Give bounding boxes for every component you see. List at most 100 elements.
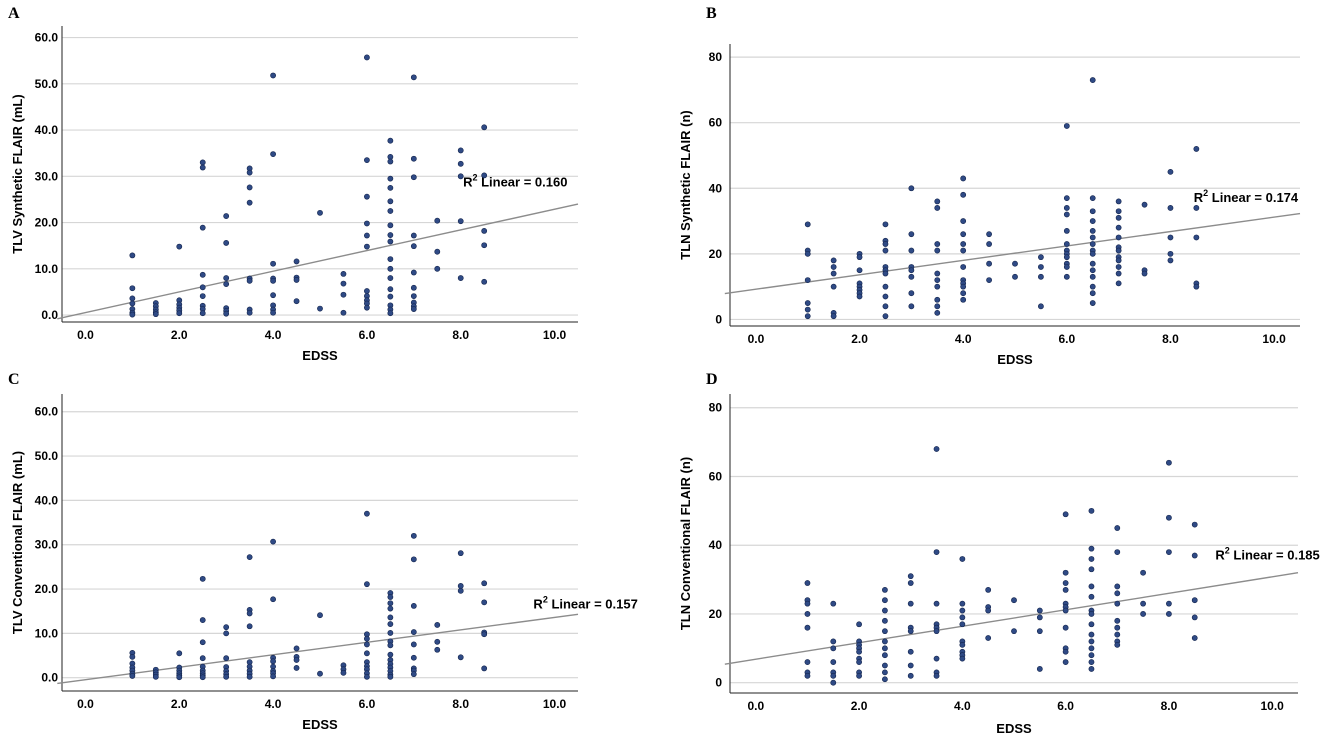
- data-point: [1191, 614, 1198, 621]
- data-point: [270, 72, 276, 79]
- data-point: [340, 270, 347, 277]
- y-tick-label: 80: [709, 50, 723, 64]
- panel-label: A: [8, 5, 20, 22]
- data-point: [481, 599, 488, 606]
- data-point: [960, 283, 967, 290]
- data-point: [129, 311, 136, 318]
- panel-A: A 0.0 10.0 20.0 30.0 40.0 50.0 60.0 0.0 2.0 4.0 6.0…: [8, 5, 579, 363]
- data-point: [410, 243, 417, 250]
- data-point: [199, 674, 206, 681]
- data-point: [223, 213, 230, 219]
- data-point: [410, 306, 417, 312]
- data-point: [882, 313, 889, 320]
- r2-label: R2 Linear = 0.157: [533, 595, 637, 612]
- data-point: [1062, 607, 1069, 614]
- data-point: [934, 303, 941, 310]
- data-point: [856, 659, 862, 665]
- data-point: [1114, 631, 1121, 638]
- y-tick-label: 0.0: [41, 671, 58, 685]
- data-point: [1088, 545, 1095, 552]
- data-point: [387, 256, 394, 262]
- data-point: [270, 292, 276, 299]
- data-point: [129, 252, 136, 259]
- data-point: [804, 300, 811, 306]
- data-point: [1088, 583, 1095, 590]
- data-point: [1062, 580, 1069, 586]
- data-point: [907, 648, 914, 655]
- data-point: [410, 532, 417, 539]
- data-point: [934, 283, 941, 290]
- y-tick-label: 0: [715, 312, 722, 326]
- data-point: [152, 311, 159, 318]
- data-point: [1062, 648, 1069, 655]
- data-point: [1063, 254, 1070, 261]
- data-point: [882, 652, 888, 659]
- data-point: [960, 218, 967, 224]
- data-point: [317, 612, 323, 619]
- data-point: [1166, 549, 1172, 555]
- data-point: [1063, 211, 1070, 218]
- data-point: [387, 293, 394, 300]
- x-tick-label: 0.0: [77, 328, 94, 342]
- y-axis-label: TLV Conventional FLAIR (mL): [10, 451, 25, 634]
- data-point: [481, 124, 488, 131]
- x-tick-label: 8.0: [452, 697, 469, 711]
- y-tick-label: 60: [709, 116, 723, 130]
- y-tick-label: 0: [715, 676, 722, 690]
- data-point: [1089, 250, 1096, 257]
- r2-label: R2 Linear = 0.185: [1215, 546, 1319, 563]
- y-tick-label: 60: [709, 469, 723, 483]
- data-point: [270, 538, 276, 545]
- data-point: [1114, 624, 1121, 631]
- x-tick-label: 2.0: [851, 332, 868, 346]
- data-point: [457, 550, 464, 557]
- x-axis-label: EDSS: [997, 352, 1033, 367]
- data-point: [908, 290, 915, 297]
- x-tick-label: 6.0: [1058, 332, 1075, 346]
- data-point: [856, 672, 862, 679]
- data-point: [387, 275, 394, 281]
- data-point: [317, 209, 323, 216]
- data-point: [387, 605, 394, 612]
- data-point: [1140, 600, 1146, 607]
- data-point: [317, 305, 323, 312]
- x-tick-label: 2.0: [171, 328, 188, 342]
- y-tick-label: 10.0: [35, 262, 59, 276]
- data-point: [882, 617, 888, 624]
- data-point: [1012, 273, 1018, 280]
- data-point: [410, 671, 417, 678]
- data-point: [410, 269, 417, 276]
- y-axis-label: TLN Conventional FLAIR (n): [678, 457, 693, 630]
- data-point: [1141, 201, 1148, 208]
- data-point: [434, 646, 441, 653]
- data-point: [246, 309, 253, 316]
- data-point: [434, 248, 441, 255]
- data-point: [908, 267, 915, 274]
- data-point: [985, 635, 992, 641]
- y-tick-label: 30.0: [35, 538, 59, 552]
- data-point: [934, 270, 941, 277]
- data-point: [882, 241, 889, 247]
- data-point: [199, 655, 206, 662]
- y-axis-label: TLN Synthetic FLAIR (n): [678, 110, 693, 260]
- y-tick-label: 40: [709, 181, 723, 195]
- data-point: [223, 275, 230, 281]
- data-point: [1191, 597, 1198, 604]
- data-point: [804, 624, 811, 631]
- data-point: [934, 309, 941, 316]
- data-point: [457, 583, 464, 589]
- data-point: [959, 641, 966, 648]
- r2-label: R2 Linear = 0.160: [463, 172, 567, 189]
- data-point: [270, 277, 276, 284]
- data-point: [908, 231, 915, 238]
- data-point: [1115, 270, 1122, 277]
- data-point: [1114, 525, 1121, 531]
- data-point: [1038, 254, 1044, 261]
- data-point: [856, 621, 862, 628]
- data-point: [933, 549, 940, 555]
- data-point: [364, 510, 370, 517]
- data-point: [246, 623, 253, 630]
- data-point: [481, 631, 488, 638]
- data-point: [481, 242, 488, 249]
- data-point: [199, 617, 206, 623]
